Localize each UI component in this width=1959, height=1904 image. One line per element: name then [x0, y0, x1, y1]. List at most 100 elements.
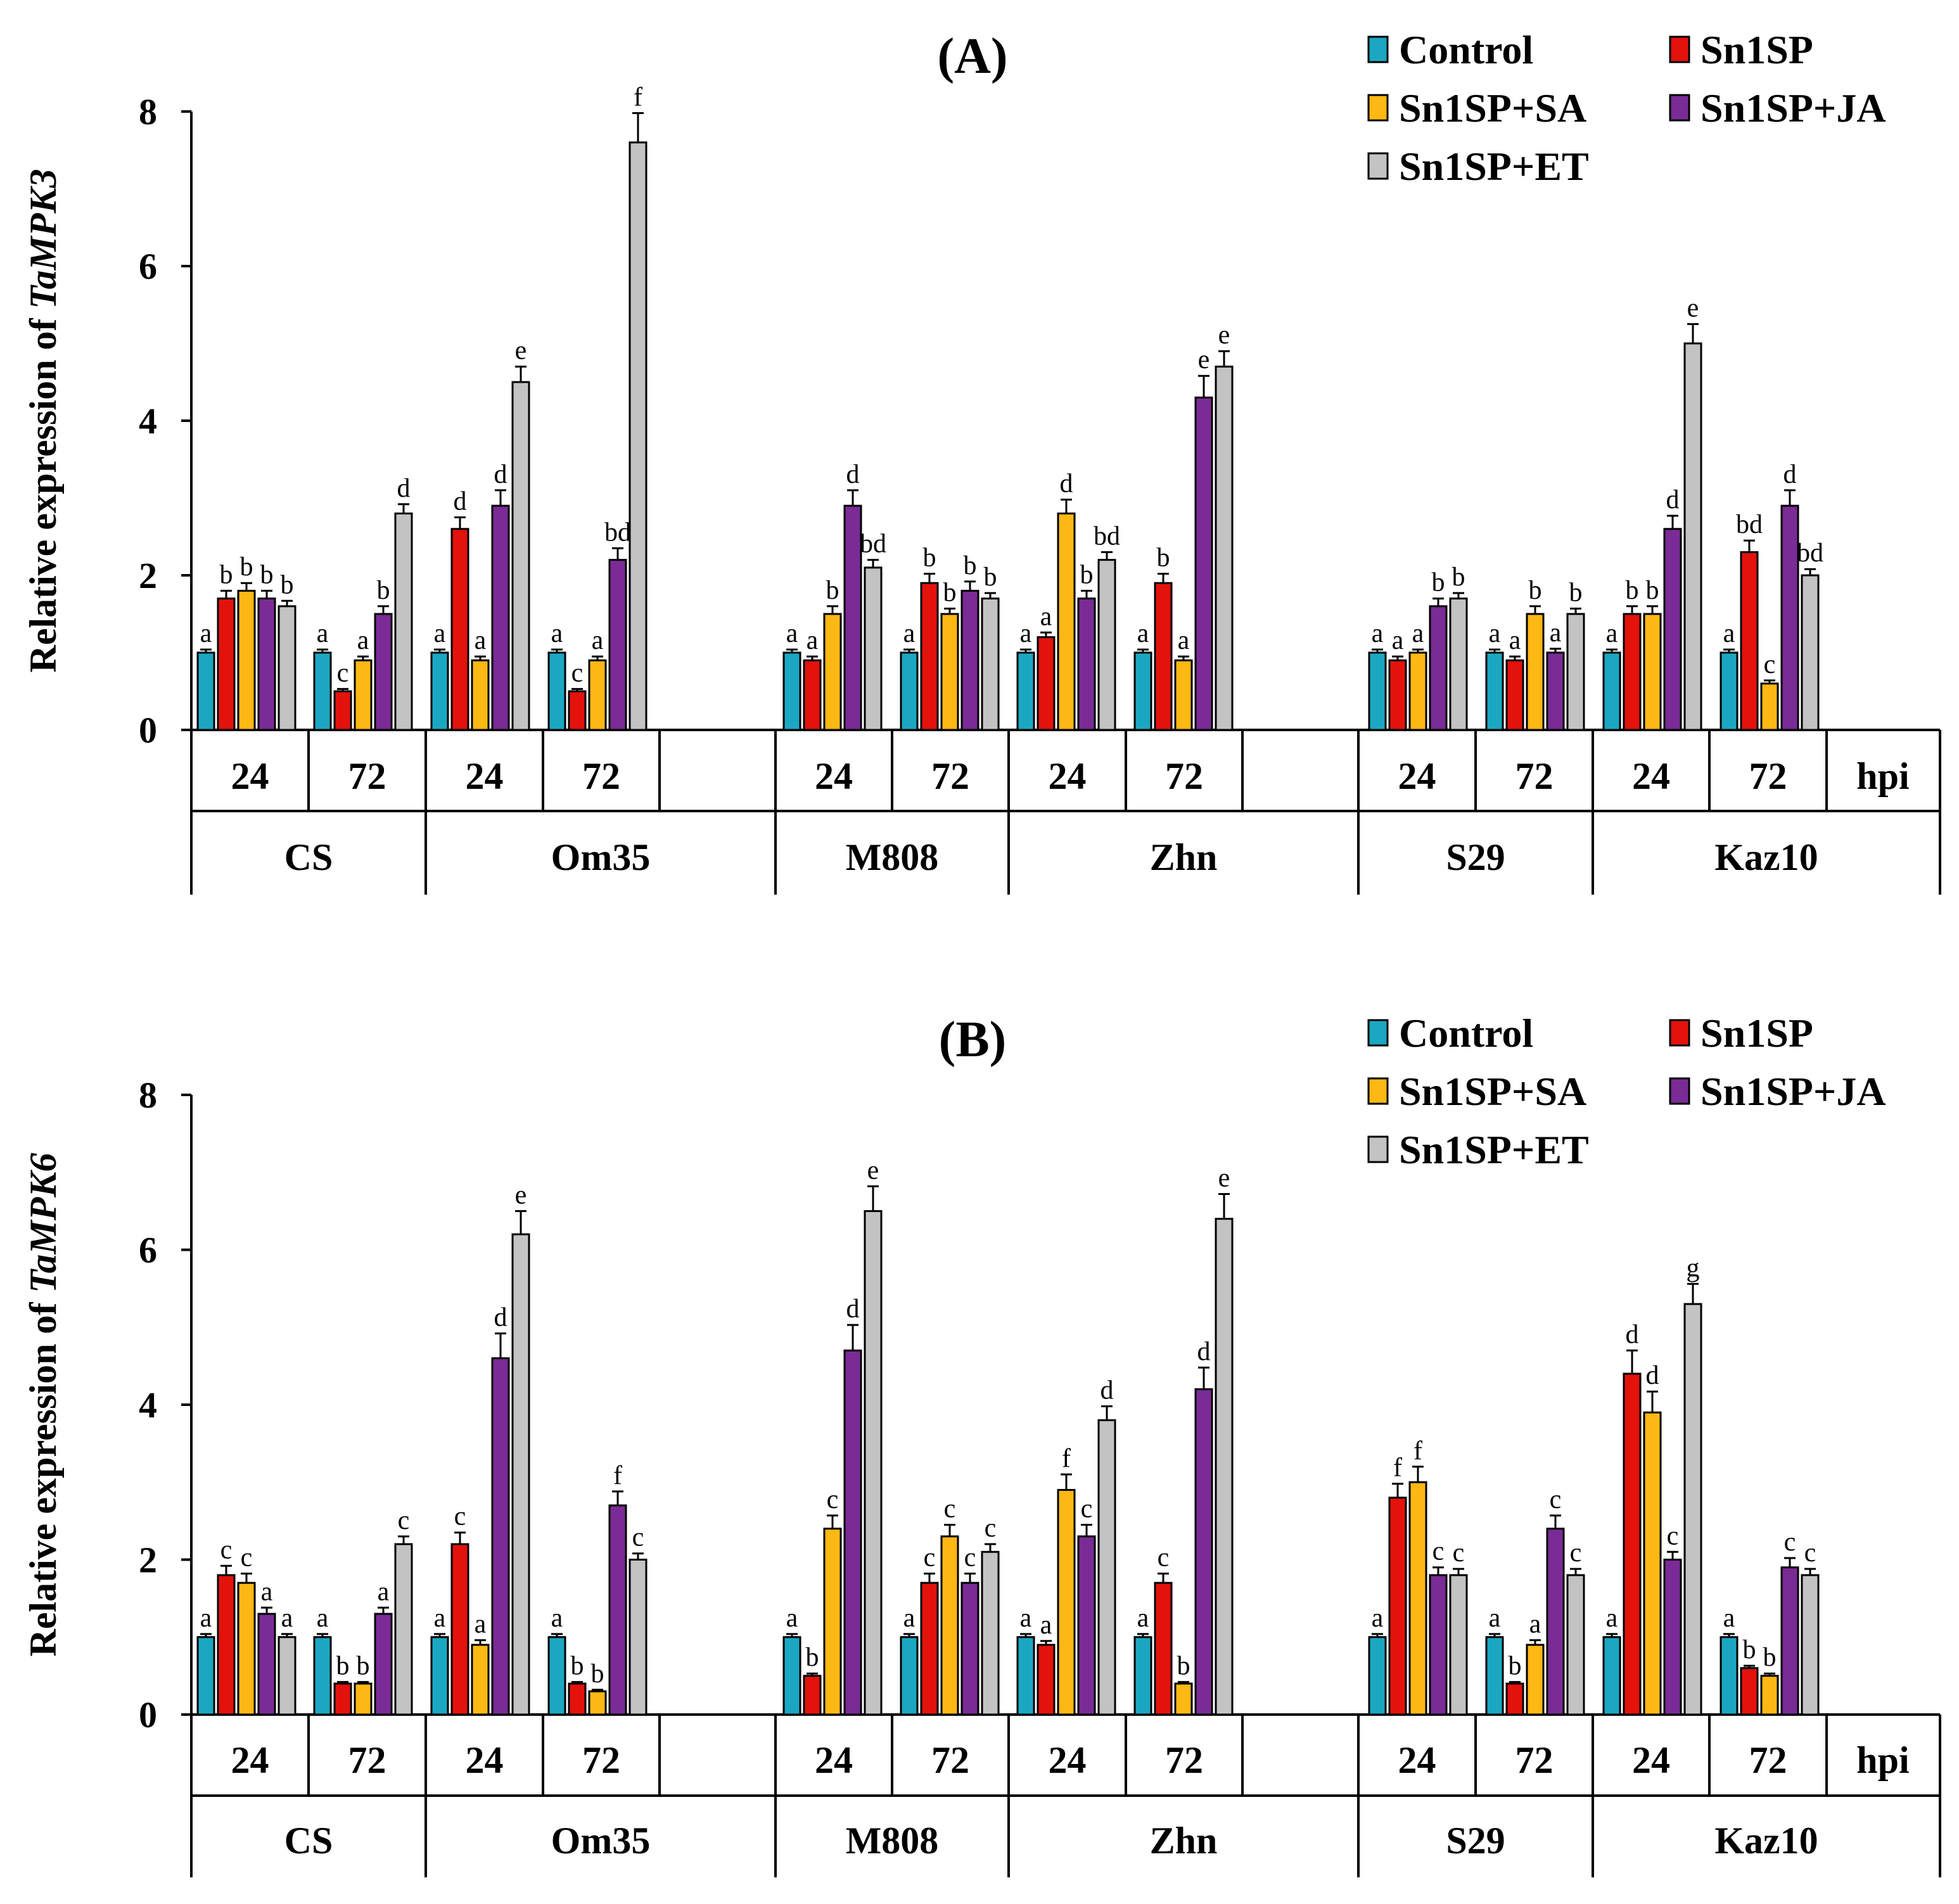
bar-sn1sp — [1388, 659, 1407, 731]
bar-sn1sp-ja — [1077, 597, 1096, 731]
hpi-label: 72 — [1749, 755, 1787, 797]
y-tick-label: 4 — [139, 400, 157, 442]
significance-letter: b — [591, 1659, 604, 1689]
bar-sn1sp-et — [1801, 1574, 1820, 1716]
bar-control — [1368, 1636, 1387, 1716]
y-tick-label: 2 — [139, 555, 157, 596]
significance-letter: a — [1489, 1604, 1501, 1633]
significance-letter: f — [613, 1461, 622, 1490]
y-tick-label: 0 — [139, 1694, 157, 1735]
bar-sn1sp-sa — [1057, 512, 1076, 731]
bar-sn1sp — [1505, 659, 1524, 731]
significance-letter: a — [281, 1604, 293, 1633]
significance-letter: c — [398, 1506, 410, 1535]
significance-letter: c — [1158, 1543, 1170, 1573]
bar-sn1sp-sa — [1174, 1682, 1193, 1716]
significance-letter: a — [786, 619, 798, 648]
significance-letter: b — [571, 1652, 584, 1681]
significance-letter: d — [1101, 1376, 1114, 1405]
y-tick-label: 2 — [139, 1540, 157, 1581]
bar-control — [430, 1636, 449, 1716]
significance-letter: b — [1080, 560, 1094, 589]
hpi-label: 24 — [1049, 1739, 1087, 1781]
bar-control — [900, 651, 919, 731]
significance-letter: e — [1218, 321, 1230, 350]
y-tick-label: 0 — [139, 710, 157, 751]
bar-sn1sp — [333, 1682, 352, 1716]
bar-sn1sp — [1505, 1682, 1524, 1716]
bar-sn1sp-et — [1566, 1574, 1585, 1716]
significance-letter: b — [1452, 563, 1465, 592]
legend-swatch — [1367, 1135, 1389, 1163]
bar-sn1sp-et — [278, 605, 297, 731]
bar-control — [1602, 651, 1621, 731]
significance-letter: b — [984, 563, 997, 592]
significance-letter: c — [1570, 1538, 1582, 1568]
cultivar-label: CS — [284, 836, 333, 878]
significance-letter: bd — [1736, 510, 1763, 539]
significance-letter: a — [1137, 619, 1149, 648]
bar-sn1sp-et — [1566, 613, 1585, 731]
significance-letter: a — [807, 626, 819, 655]
hpi-label: 72 — [1516, 1739, 1554, 1781]
y-tick-label: 8 — [139, 1075, 157, 1116]
bar-sn1sp-et — [1215, 1218, 1234, 1716]
significance-letter: c — [1453, 1538, 1465, 1568]
significance-letter: a — [1372, 1604, 1384, 1633]
significance-letter: a — [551, 619, 563, 648]
significance-letter: a — [434, 619, 446, 648]
significance-letter: a — [592, 626, 604, 655]
significance-letter: b — [281, 570, 294, 599]
cultivar-label: S29 — [1446, 836, 1505, 878]
bar-sn1sp-ja — [257, 597, 276, 731]
legend-swatch — [1367, 1019, 1389, 1047]
bar-sn1sp-sa — [354, 1682, 373, 1716]
bar-control — [900, 1636, 919, 1716]
bar-sn1sp — [1740, 1667, 1759, 1716]
significance-letter: a — [434, 1604, 446, 1633]
bar-sn1sp-sa — [1643, 613, 1662, 731]
significance-letter: c — [1081, 1494, 1093, 1523]
significance-letter: e — [867, 1156, 879, 1185]
bar-sn1sp-et — [629, 141, 648, 731]
significance-letter: b — [357, 1652, 370, 1681]
significance-letter: c — [985, 1514, 997, 1543]
bar-control — [196, 651, 215, 731]
bar-sn1sp — [1740, 551, 1759, 731]
bar-sn1sp-ja — [608, 559, 627, 731]
bar-control — [1016, 1636, 1035, 1716]
significance-letter: a — [1372, 619, 1384, 648]
significance-letter: d — [494, 460, 507, 489]
significance-letter: d — [1666, 485, 1680, 514]
bar-sn1sp-et — [511, 381, 530, 731]
bar-control — [782, 1636, 801, 1716]
significance-letter: a — [903, 619, 916, 648]
significance-letter: a — [475, 1610, 487, 1639]
significance-letter: d — [1197, 1337, 1211, 1366]
bar-sn1sp-et — [981, 597, 1000, 731]
bar-sn1sp-sa — [1174, 659, 1193, 731]
legend: Control Sn1SP Sn1SP+SA Sn1SP+JA Sn1SP+ET — [1367, 27, 1886, 189]
panel-label: (A) — [937, 29, 1007, 84]
significance-letter: b — [806, 1643, 819, 1672]
legend-label: Sn1SP — [1701, 27, 1813, 72]
significance-letter: d — [494, 1303, 507, 1332]
bar-sn1sp-sa — [471, 1644, 490, 1716]
bar-sn1sp-ja — [1546, 651, 1565, 731]
legend-label: Control — [1399, 1011, 1533, 1056]
significance-letter: e — [515, 336, 527, 366]
significance-letter: f — [1413, 1436, 1422, 1466]
bar-sn1sp — [217, 597, 236, 731]
significance-letter: c — [632, 1523, 644, 1552]
significance-letter: c — [220, 1535, 233, 1564]
significance-letter: b — [1569, 578, 1583, 607]
significance-letter: a — [1412, 619, 1424, 648]
bar-sn1sp-et — [629, 1559, 648, 1716]
bar-control — [547, 1636, 566, 1716]
bar-control — [1485, 1636, 1504, 1716]
bar-sn1sp-et — [864, 566, 883, 731]
bar-sn1sp-ja — [1780, 504, 1799, 731]
hpi-label: 24 — [1632, 755, 1670, 797]
